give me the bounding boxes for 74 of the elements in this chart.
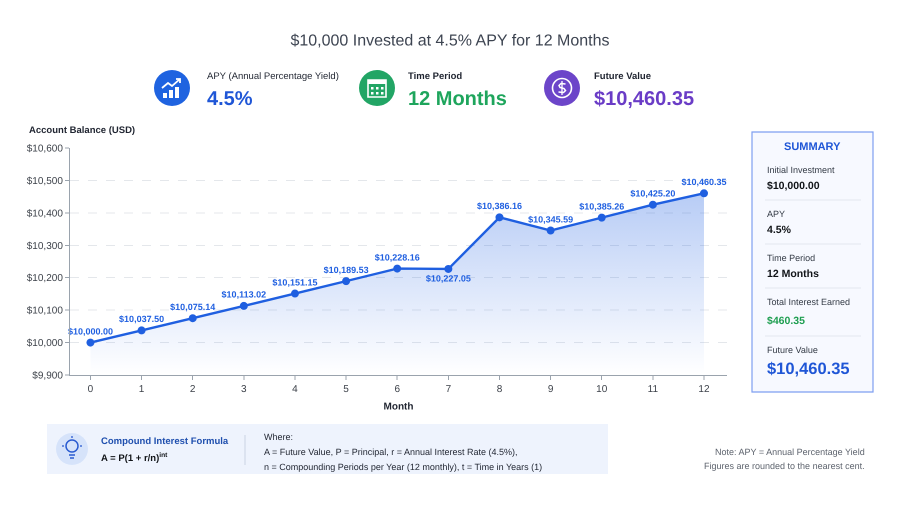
- data-label: $10,425.20: [630, 188, 676, 198]
- y-tick-label: $10,600: [26, 144, 64, 154]
- x-tick-label: 6: [394, 384, 400, 396]
- y-tick-label: $9,900: [32, 370, 64, 382]
- text: $10,460.35: [594, 88, 694, 110]
- y-tick-label: $10,400: [26, 208, 64, 220]
- point: [240, 302, 248, 310]
- point: [546, 226, 555, 234]
- data-label: $10,386.16: [476, 201, 522, 212]
- text: Time Period: [767, 253, 816, 263]
- x-tick-label: 1: [138, 384, 145, 396]
- data-label: $10,228.16: [374, 252, 420, 262]
- text: n = Compounding Periods per Year (12 monthly), t = Time in Years (1): [264, 462, 542, 472]
- text: 12 Months: [767, 268, 820, 280]
- text: APY: [767, 209, 786, 219]
- text: A = P(1 + r/n)$^{int}$: [101, 452, 168, 464]
- data-label: $10,189.53: [324, 264, 369, 275]
- x-tick-label: 2: [190, 384, 196, 396]
- x-tick-label: 7: [446, 384, 452, 396]
- text: $460.35: [767, 315, 806, 327]
- point: [598, 214, 606, 222]
- text: 4.5%: [207, 88, 253, 110]
- point: [495, 213, 504, 222]
- text: 12 Months: [408, 88, 507, 110]
- data-label: $10,227.05: [426, 274, 471, 284]
- text: Compound Interest Formula: [101, 436, 229, 447]
- x-axis-title: Month: [384, 402, 414, 413]
- y-tick-label: $10,100: [26, 306, 64, 317]
- y-tick-label: $10,300: [26, 240, 64, 252]
- data-label: $10,000.00: [68, 326, 113, 336]
- data-label: $10,113.02: [222, 290, 266, 300]
- text: Note: APY = Annual Percentage Yield: [715, 447, 865, 457]
- text: $10,460.35: [767, 360, 850, 378]
- data-label: $10,385.26: [579, 201, 624, 212]
- x-tick-label: 3: [241, 384, 248, 396]
- x-tick-label: 5: [343, 384, 350, 396]
- x-tick-label: 10: [596, 384, 608, 396]
- data-label: $10,037.50: [119, 314, 164, 324]
- x-tick-label: 4: [292, 384, 298, 396]
- text: Figures are rounded to the nearest cent.: [704, 461, 865, 471]
- text: APY (Annual Percentage Yield): [207, 71, 339, 82]
- x-tick-label: 0: [88, 384, 94, 396]
- text: 4.5%: [767, 224, 792, 236]
- text: Future Value: [594, 71, 652, 82]
- text: A = Future Value, P = Principal, r = Annual Interest Rate (4.5%),: [264, 447, 518, 457]
- text: Time Period: [408, 71, 462, 82]
- x-tick-label: 11: [648, 384, 658, 396]
- point: [86, 338, 94, 347]
- point: [290, 290, 299, 298]
- text: Initial Investment: [767, 165, 836, 175]
- x-tick-label: 8: [496, 384, 503, 396]
- text: Where:: [264, 432, 294, 442]
- text: SUMMARY: [784, 141, 842, 153]
- y-axis-title: Account Balance (USD): [29, 125, 136, 136]
- y-tick-label: $10,500: [26, 176, 64, 187]
- x-tick-label: 12: [698, 384, 710, 396]
- data-label: $10,151.15: [272, 277, 318, 288]
- text: Total Interest Earned: [767, 297, 850, 307]
- point: [700, 189, 708, 198]
- data-label: $10,460.35: [681, 177, 727, 188]
- point: [648, 200, 657, 209]
- point: [188, 314, 197, 322]
- x-tick-label: 9: [548, 384, 554, 396]
- chart-title: $10,000 Invested at 4.5% APY for 12 Months: [290, 32, 610, 50]
- point: [342, 277, 350, 286]
- data-label: $10,345.59: [528, 214, 574, 224]
- y-tick-label: $10,200: [26, 273, 64, 284]
- point: [393, 264, 402, 273]
- point: [138, 326, 146, 334]
- point: [444, 264, 452, 273]
- text: $10,000.00: [767, 180, 820, 192]
- text: Future Value: [767, 345, 818, 355]
- y-tick-label: $10,000: [26, 338, 64, 350]
- data-label: $10,075.14: [170, 302, 216, 312]
